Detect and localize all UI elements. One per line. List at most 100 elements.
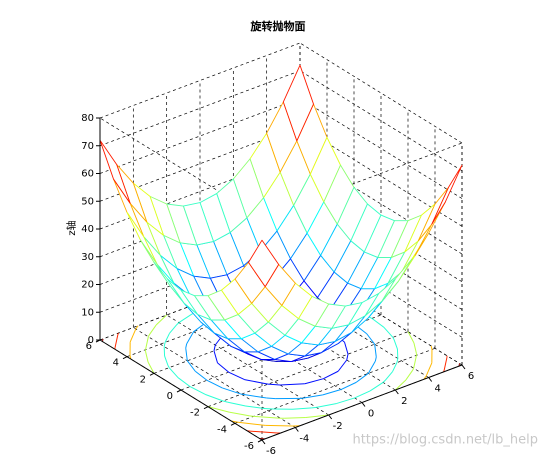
contour-line [228,371,245,381]
grid-line [299,98,463,199]
x-tick [394,389,399,395]
contour-line [355,372,369,383]
contour-line [241,393,267,399]
contour-line [177,377,191,387]
contour-line [374,344,377,358]
contour-line [413,355,417,369]
contour-line [176,322,180,325]
y-tick [122,356,128,360]
z-tick-label: 70 [81,141,94,152]
contour-line [407,331,415,344]
mesh-cell [431,164,463,225]
contour-line [253,415,281,419]
watermark: https://blog.csdn.net/lb_help [352,433,538,448]
contour-line [194,370,208,381]
y-tick [176,389,182,393]
x-tick [261,439,266,445]
contour-line [147,361,155,374]
contour-line [393,339,398,350]
x-tick-label: -6 [266,446,276,457]
contour-line [304,378,324,385]
contour-line [392,337,395,340]
contour-line [301,394,323,399]
contour-line [185,347,188,361]
z-axis-label: z轴 [65,220,78,235]
mesh-cell [248,239,280,288]
y-tick-label: 6 [86,341,92,352]
contour-line [369,382,384,392]
contour-line [237,421,266,426]
x-tick [461,364,466,370]
contour-line [167,365,170,368]
contour-line [135,325,139,330]
contour-line [394,379,407,391]
contour-line [145,336,149,350]
y-tick-label: 4 [113,358,119,369]
contour-line [264,407,274,410]
contour-line [145,351,149,363]
contour-line [336,397,355,404]
y-tick-label: 2 [140,374,146,385]
contour-line [392,362,398,372]
contour-line [185,343,188,349]
contour-line [249,430,278,434]
y-tick-label: 0 [167,391,173,402]
contour-line [178,313,193,323]
contour-line [413,342,417,354]
z-tick-label: 20 [81,280,94,291]
contour-line [384,371,393,381]
z-tick-label: 80 [81,113,94,124]
contour-line [322,389,342,396]
contour-line [155,314,168,326]
surface [99,64,463,362]
z-tick-label: 50 [81,196,94,207]
contour-line [443,357,448,371]
contour-line [346,354,349,361]
contour-line [323,370,339,380]
x-tick-label: 6 [468,371,474,382]
contour-line [186,331,195,345]
grid-line [299,42,463,144]
contour-line [265,424,293,427]
y-tick [203,406,209,410]
contour-line [354,390,371,399]
z-tick-label: 0 [88,335,94,346]
contour-line [189,386,206,395]
contour-line [228,411,250,417]
contour-line [147,334,150,337]
contour-line [206,379,223,389]
contour-line [164,333,170,343]
x-tick-label: 2 [401,396,407,407]
contour-line [382,380,386,383]
contour-line [169,324,178,334]
contour-line [316,402,337,408]
contour-line [207,406,230,413]
x-tick-label: 0 [368,409,374,420]
contour-line [222,387,242,395]
contour-line [163,342,166,347]
contour-line [367,360,376,374]
contour-line [305,414,329,418]
contour-line [266,397,276,400]
chart-title: 旋转抛物面 [250,19,306,33]
contour-line [292,407,312,410]
contour-line [117,332,119,335]
contour-line [217,362,229,373]
x-tick-label: -4 [299,434,309,445]
contour-line [164,355,169,366]
contour-line [340,381,357,390]
contour-line [425,362,433,377]
z-tick-label: 30 [81,252,94,263]
contour-line [344,341,349,355]
x-tick [328,414,333,420]
y-tick-label: -6 [244,441,254,452]
contour-line [383,326,394,338]
z-tick-label: 60 [81,169,94,180]
contour-line [213,350,218,364]
contour-line [227,401,246,407]
y-tick-label: -4 [217,424,227,435]
x-tick [294,427,299,432]
y-tick [230,422,236,426]
